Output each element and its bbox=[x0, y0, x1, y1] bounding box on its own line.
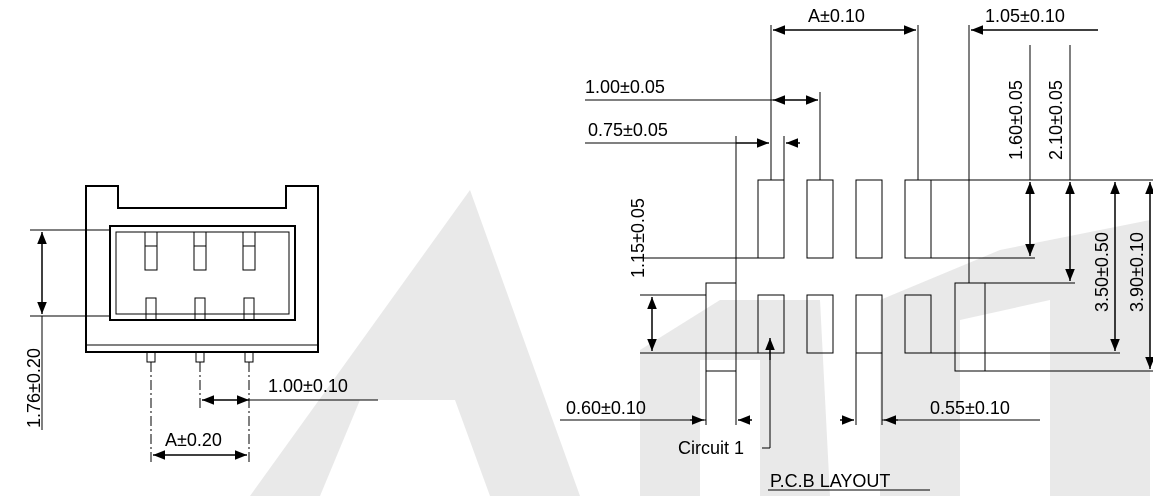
contacts bbox=[144, 231, 256, 363]
pad bbox=[904, 179, 932, 259]
dim-pitch-pcb: 1.00±0.05 bbox=[585, 77, 665, 97]
pad bbox=[904, 294, 932, 354]
circuit-label: Circuit 1 bbox=[678, 438, 744, 458]
pad bbox=[806, 179, 834, 259]
dim-left-pad-width: 0.60±0.10 bbox=[566, 398, 646, 418]
dim-overall-height: 3.90±0.10 bbox=[1127, 232, 1147, 312]
pad bbox=[806, 294, 834, 354]
pad bbox=[757, 294, 785, 354]
housing-outline bbox=[85, 185, 319, 353]
pad bbox=[855, 179, 883, 259]
dim-pitch: 1.00±0.10 bbox=[268, 376, 348, 396]
pad bbox=[705, 282, 737, 372]
cavity bbox=[109, 225, 296, 321]
dim-pad-width-top: 0.75±0.05 bbox=[588, 120, 668, 140]
pad bbox=[757, 179, 785, 259]
dim-upper-to-ref: 2.10±0.05 bbox=[1046, 80, 1066, 160]
dim-total-height: 3.50±0.50 bbox=[1092, 232, 1112, 312]
pad bbox=[954, 282, 986, 372]
dim-span: A±0.20 bbox=[165, 430, 222, 450]
dim-pad-right-width: 1.05±0.10 bbox=[985, 6, 1065, 26]
watermark-logo bbox=[250, 190, 1150, 496]
dim-bottom-pad-width: 0.55±0.10 bbox=[930, 398, 1010, 418]
dim-row-gap: 1.15±0.05 bbox=[628, 198, 648, 278]
dim-upper-pad-height: 1.60±0.05 bbox=[1006, 80, 1026, 160]
pad bbox=[855, 294, 883, 354]
pcb-layout-title: P.C.B LAYOUT bbox=[770, 471, 890, 491]
dim-span-top: A±0.10 bbox=[808, 6, 865, 26]
dim-height: 1.76±0.20 bbox=[24, 348, 44, 428]
side-view bbox=[30, 185, 378, 462]
pcb-layout bbox=[560, 25, 1153, 491]
